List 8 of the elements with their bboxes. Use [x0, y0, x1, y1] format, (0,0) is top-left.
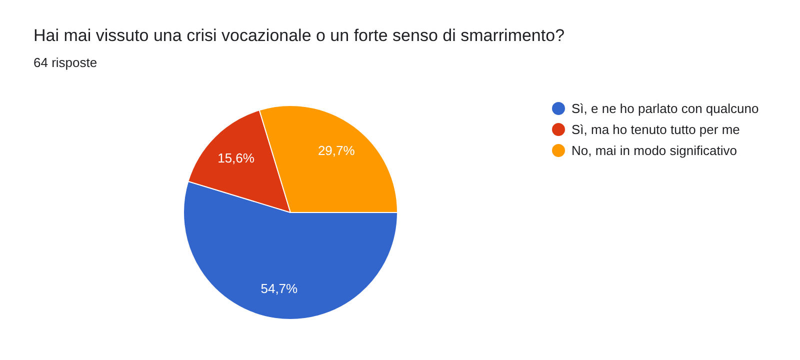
data-label: 15,6% [218, 150, 255, 166]
legend-label: No, mai in modo significativo [572, 143, 737, 158]
data-label: 54,7% [260, 281, 298, 296]
legend-label: Sì, e ne ho parlato con qualcuno [572, 101, 759, 116]
text: 64 risposte [34, 55, 98, 70]
legend-label: Sì, ma ho tenuto tutto per me [572, 122, 740, 137]
data-label: 29,7% [318, 143, 356, 158]
chart-title: Hai mai vissuto una crisi vocazionale o un forte senso di smarrimento? [34, 26, 565, 45]
